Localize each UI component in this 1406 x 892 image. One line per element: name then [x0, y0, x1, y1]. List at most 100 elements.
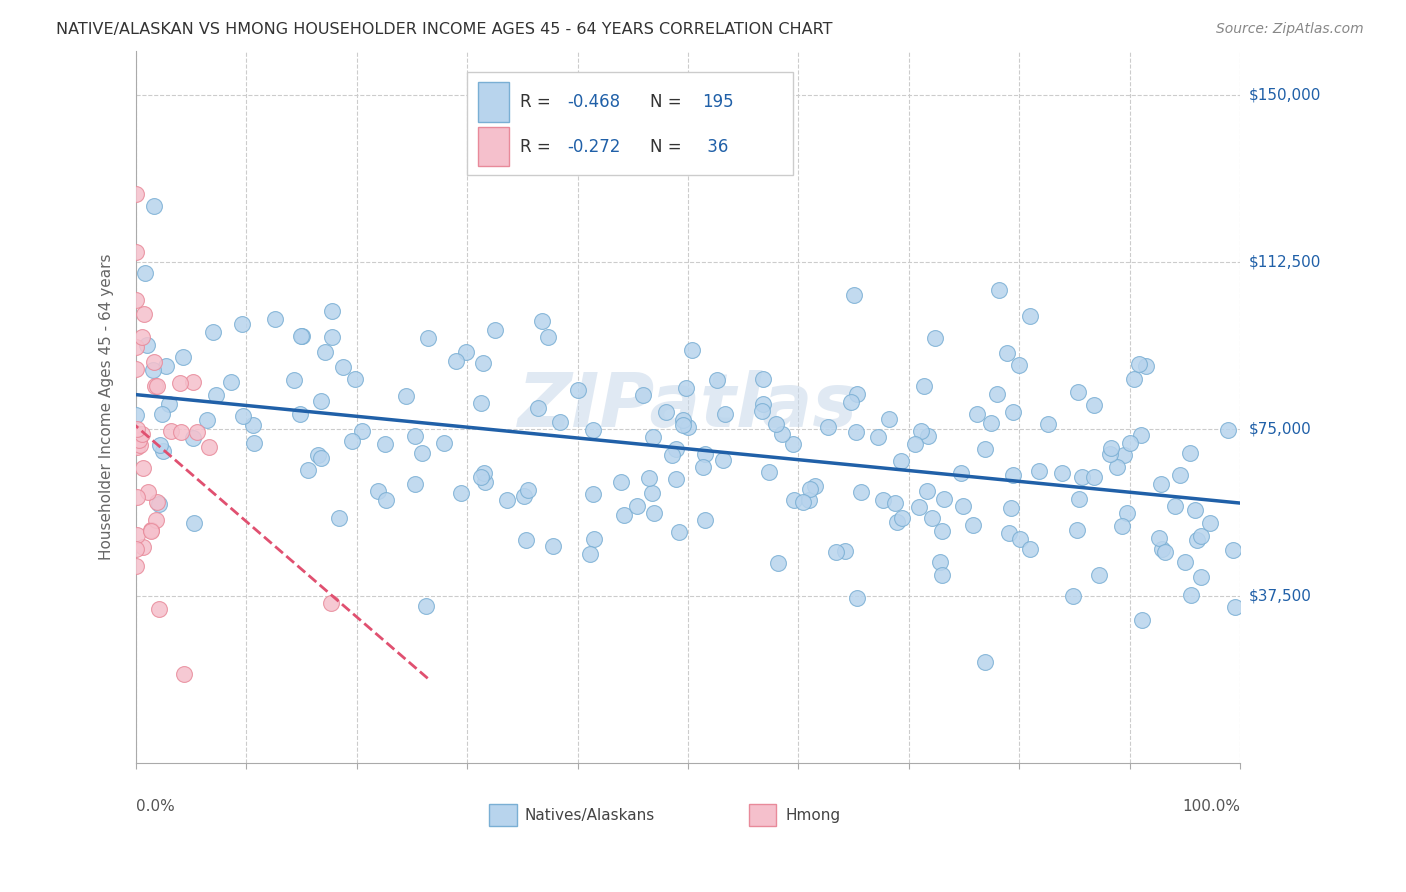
Point: [1184, 503, 1206, 517]
Point: [952, 499, 974, 513]
Point: [998, 525, 1021, 540]
Point: [1216, 423, 1239, 437]
Point: [374, 436, 396, 450]
Point: [1168, 468, 1191, 483]
Point: [404, 429, 426, 443]
Point: [758, 465, 780, 479]
Point: [884, 496, 907, 510]
Point: [471, 356, 494, 370]
Point: [641, 430, 664, 444]
Point: [146, 379, 169, 393]
Point: [582, 423, 605, 437]
Point: [321, 330, 343, 344]
Point: [548, 415, 571, 429]
Point: [367, 484, 389, 499]
Point: [1062, 589, 1084, 603]
Point: [125, 558, 148, 573]
Text: $75,000: $75,000: [1249, 422, 1310, 436]
Point: [908, 500, 931, 514]
Point: [931, 524, 953, 538]
Point: [170, 425, 193, 439]
Point: [181, 431, 204, 445]
Point: [904, 436, 927, 450]
Point: [148, 602, 170, 616]
Point: [988, 283, 1011, 297]
Point: [1088, 568, 1111, 582]
Point: [665, 442, 688, 456]
Point: [128, 433, 150, 447]
Point: [134, 307, 156, 321]
Point: [1099, 447, 1122, 461]
Point: [1153, 545, 1175, 559]
Point: [143, 199, 166, 213]
Point: [232, 409, 254, 423]
Point: [668, 525, 690, 540]
Point: [834, 544, 856, 558]
Point: [910, 424, 932, 438]
Point: [183, 375, 205, 389]
Point: [1116, 506, 1139, 520]
Point: [973, 655, 995, 669]
Point: [1114, 448, 1136, 462]
Point: [1028, 464, 1050, 478]
Point: [125, 362, 148, 376]
Text: -0.468: -0.468: [568, 93, 620, 111]
Point: [1130, 613, 1153, 627]
Point: [350, 424, 373, 438]
Point: [1001, 405, 1024, 419]
Point: [307, 448, 329, 462]
Point: [1019, 541, 1042, 556]
Point: [125, 409, 148, 423]
Point: [846, 386, 869, 401]
Point: [886, 515, 908, 529]
Point: [1019, 310, 1042, 324]
Point: [125, 422, 148, 436]
Point: [638, 471, 661, 485]
Point: [891, 511, 914, 525]
Point: [846, 591, 869, 606]
Point: [321, 303, 343, 318]
Point: [825, 545, 848, 559]
Text: 195: 195: [702, 93, 734, 111]
Point: [872, 492, 894, 507]
Point: [1122, 372, 1144, 386]
Point: [1069, 492, 1091, 507]
Point: [1002, 467, 1025, 482]
Point: [125, 187, 148, 202]
Point: [962, 518, 984, 533]
Point: [145, 513, 167, 527]
Point: [751, 404, 773, 418]
Bar: [478, 82, 509, 121]
Point: [583, 532, 606, 546]
Point: [1128, 357, 1150, 371]
Point: [204, 388, 226, 402]
Point: [1178, 446, 1201, 460]
Point: [1083, 397, 1105, 411]
Point: [973, 442, 995, 457]
Point: [242, 417, 264, 432]
Point: [454, 344, 477, 359]
Point: [1038, 417, 1060, 432]
Point: [917, 428, 939, 442]
Point: [1066, 523, 1088, 537]
Point: [1223, 600, 1246, 615]
Point: [1105, 459, 1128, 474]
Point: [706, 374, 728, 388]
Point: [530, 314, 553, 328]
Point: [877, 412, 900, 426]
Point: [344, 372, 367, 386]
Text: $112,500: $112,500: [1249, 254, 1320, 269]
Point: [671, 418, 693, 433]
Point: [1189, 570, 1212, 584]
Point: [675, 381, 697, 395]
Point: [149, 438, 172, 452]
Point: [150, 407, 173, 421]
Point: [474, 475, 496, 490]
Point: [416, 331, 439, 345]
Point: [136, 338, 159, 352]
Point: [125, 425, 148, 440]
Point: [136, 484, 159, 499]
Point: [309, 450, 332, 465]
Point: [1070, 470, 1092, 484]
Point: [148, 497, 170, 511]
